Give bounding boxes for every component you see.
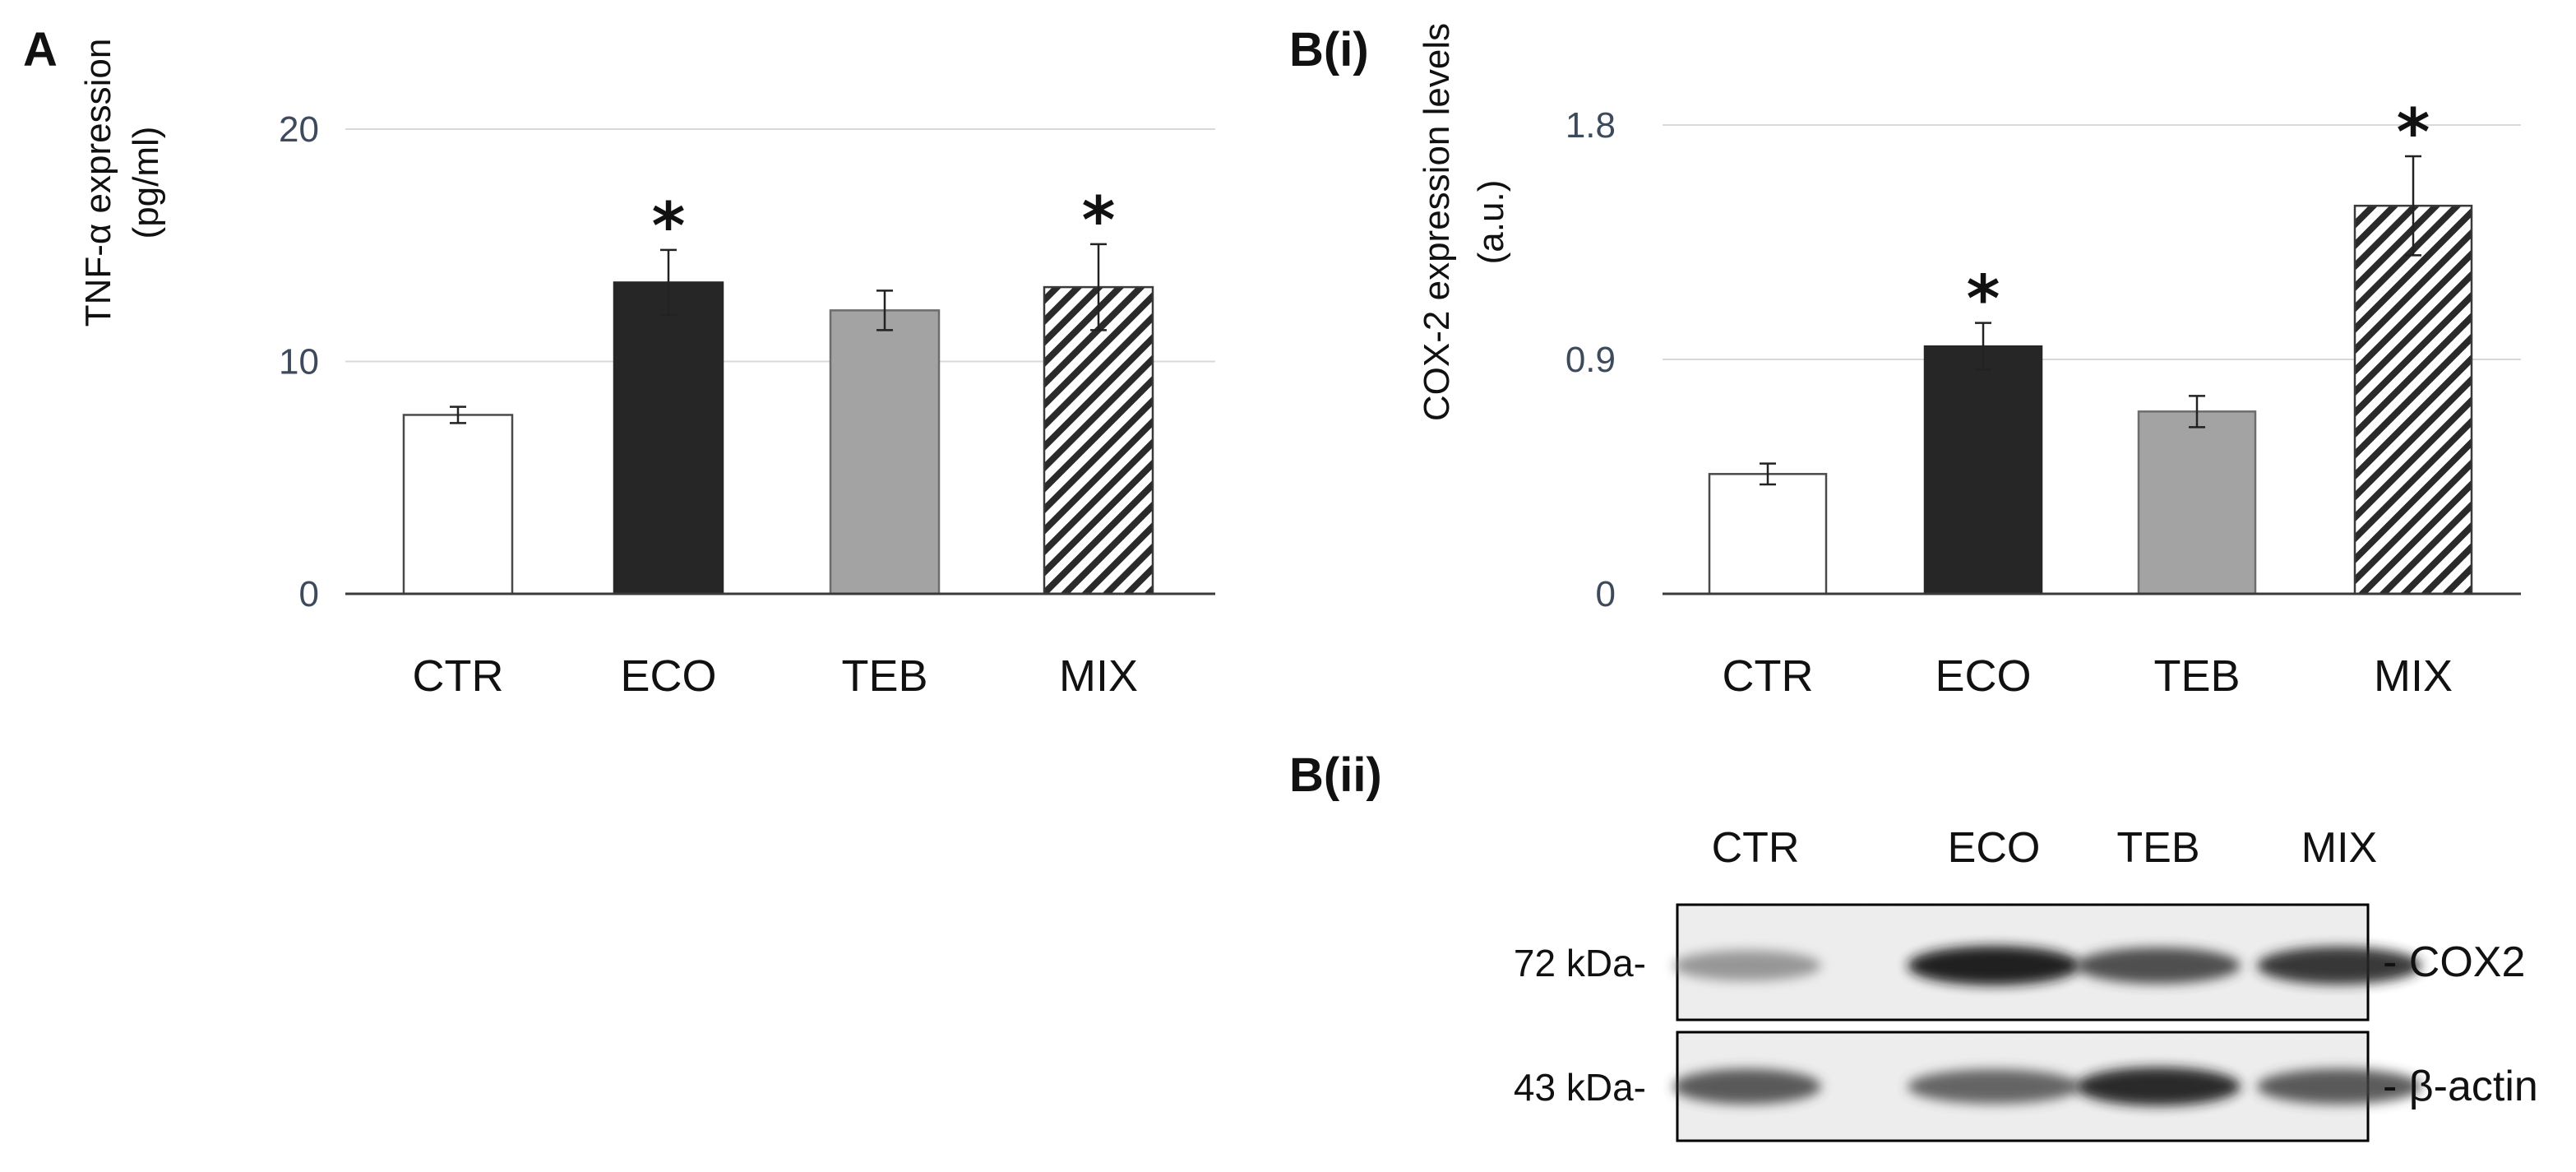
- panel-a-bar-ctr: [402, 414, 514, 595]
- blot-band-ctr: [1673, 1068, 1821, 1105]
- panel-b-i-letter: B(i): [1289, 23, 1369, 76]
- panel-a-chart: A TNF-α expression (pg/ml) 0 10 20 CTR * ECO T…: [23, 23, 1215, 701]
- blot-rows: 72 kDa- - COX2 43 kDa- - β-actin: [1514, 903, 2538, 1142]
- blot-lane-label-eco: ECO: [1948, 824, 2041, 872]
- panel-b-i-significance-star-mix: *: [2397, 96, 2430, 170]
- panel-a-y-tick-label: 0: [299, 574, 319, 614]
- panel-b-i-bar-ctr: [1708, 473, 1828, 595]
- blot-band-mix: [2257, 1068, 2421, 1105]
- panel-b-i-y-tick-label: 0.9: [1565, 340, 1616, 380]
- panel-a-letter: A: [23, 23, 58, 76]
- panel-b-i-significance-star-eco: *: [1967, 263, 2000, 337]
- blot-band-mix: [2257, 947, 2421, 984]
- blot-band-eco: [1908, 946, 2080, 985]
- blot-band-teb: [2076, 947, 2241, 984]
- panel-a-y-tick-label: 10: [279, 342, 319, 382]
- panel-a-bar-eco: [613, 281, 724, 595]
- panel-b-i-bar-teb: [2137, 410, 2257, 595]
- panel-b-i-x-tick-label-ctr: CTR: [1723, 651, 1814, 701]
- panel-a-significance-star-eco: *: [652, 190, 686, 264]
- panel-a-bar-mix: [1043, 285, 1154, 595]
- panel-b-i-y-tick-label: 0: [1596, 574, 1616, 614]
- blot-band-teb: [2076, 1067, 2241, 1106]
- panel-a-y-title-line2: (pg/ml): [126, 127, 166, 239]
- panel-b-ii-letter: B(ii): [1289, 748, 1382, 802]
- blot-protein-label-beta-actin: - β-actin: [2383, 1063, 2538, 1110]
- panel-b-ii-blot: B(ii) CTR ECO TEB MIX 72 kDa- - COX2 43 kDa- -…: [1289, 748, 2538, 1142]
- panel-a-bar-teb: [829, 309, 941, 595]
- panel-b-i-chart: B(i) COX-2 expression levels (a.u.) 0 0.9…: [1289, 23, 2521, 701]
- panel-a-x-tick-label-eco: ECO: [620, 651, 716, 701]
- panel-b-i-x-tick-label-mix: MIX: [2374, 651, 2453, 701]
- blot-marker-72kda: 72 kDa-: [1514, 942, 1646, 984]
- panel-a-x-tick-label-teb: TEB: [841, 651, 927, 701]
- panel-a-y-title: TNF-α expression (pg/ml): [78, 39, 166, 327]
- panel-a-x-tick-label-ctr: CTR: [413, 651, 504, 701]
- panel-a-y-tick-label: 20: [279, 109, 319, 150]
- blot-band-ctr: [1673, 950, 1821, 981]
- panel-b-i-y-title: COX-2 expression levels (a.u.): [1417, 23, 1511, 421]
- panel-a-plot-area: 0 10 20 CTR * ECO TEB * MIX: [279, 109, 1215, 701]
- panel-b-i-x-tick-label-eco: ECO: [1935, 651, 2031, 701]
- blot-row-cox2: 72 kDa- - COX2: [1514, 903, 2525, 1021]
- blot-lane-label-teb: TEB: [2116, 824, 2199, 872]
- blot-row-beta-actin: 43 kDa- - β-actin: [1514, 1031, 2538, 1142]
- blot-marker-43kda: 43 kDa-: [1514, 1066, 1646, 1109]
- panel-a-x-tick-label-mix: MIX: [1059, 651, 1138, 701]
- panel-b-i-bar-eco: [1923, 345, 2043, 595]
- panel-b-i-plot-area: 0 0.9 1.8 CTR * ECO TEB * MIX: [1565, 96, 2521, 701]
- blot-band-eco: [1908, 1069, 2080, 1104]
- panel-a-y-title-line1: TNF-α expression: [78, 39, 118, 327]
- blot-lane-labels: CTR ECO TEB MIX: [1712, 824, 2378, 872]
- panel-b-i-y-title-line1: COX-2 expression levels: [1417, 23, 1457, 421]
- panel-b-i-bar-mix: [2353, 204, 2473, 595]
- panel-b-i-y-title-line2: (a.u.): [1471, 180, 1511, 265]
- panel-a-significance-star-mix: *: [1082, 184, 1116, 258]
- blot-protein-label-cox2: - COX2: [2383, 938, 2525, 986]
- blot-lane-label-mix: MIX: [2301, 824, 2377, 872]
- panel-b-i-y-tick-label: 1.8: [1565, 105, 1616, 146]
- blot-lane-label-ctr: CTR: [1712, 824, 1800, 872]
- panel-b-i-x-tick-label-teb: TEB: [2153, 651, 2240, 701]
